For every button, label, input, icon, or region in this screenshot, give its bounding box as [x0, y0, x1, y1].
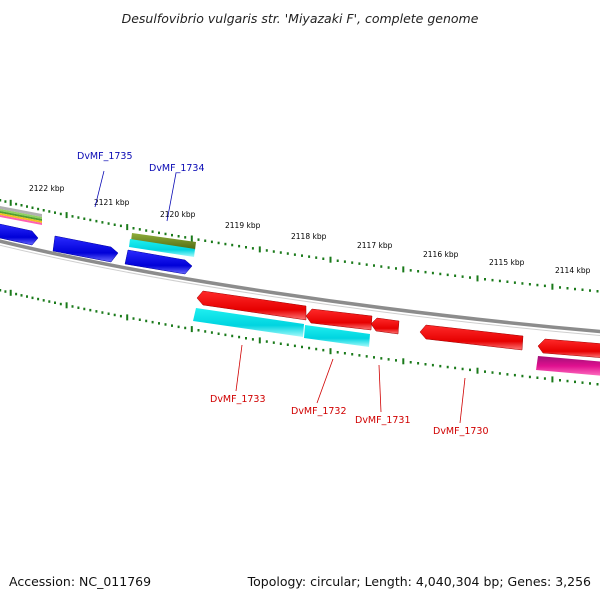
scale-ticks-outer: [0, 199, 599, 293]
scale-ticks-inner: [0, 289, 599, 386]
magenta-feature[interactable]: [536, 356, 600, 376]
feature-stack-left[interactable]: [0, 205, 42, 225]
reverse-genes: [193, 290, 600, 376]
scale-label: 2120 kbp: [160, 210, 196, 219]
gene-label-reverse[interactable]: DvMF_1732: [291, 406, 347, 417]
cds-feature[interactable]: [193, 308, 304, 337]
scale-label: 2119 kbp: [225, 221, 261, 230]
scale-labels: 2122 kbp 2121 kbp 2120 kbp 2119 kbp 2118…: [29, 184, 591, 275]
gene-label-reverse[interactable]: DvMF_1731: [355, 415, 411, 426]
gene-arrow-reverse[interactable]: [370, 317, 400, 335]
map-title: Desulfovibrio vulgaris str. 'Miyazaki F'…: [122, 11, 479, 26]
gene-arrow-reverse[interactable]: [196, 290, 307, 321]
gene-label-leaders: [94, 170, 466, 424]
genome-backbone-inner: [0, 244, 600, 337]
gene-arrow-reverse[interactable]: [537, 338, 600, 358]
scale-label: 2121 kbp: [94, 198, 130, 207]
gene-arrow-forward[interactable]: [0, 223, 39, 246]
gene-arrow-forward[interactable]: [52, 235, 119, 263]
genome-backbone: [0, 239, 600, 334]
scale-label: 2122 kbp: [29, 184, 65, 193]
genome-summary-text: Topology: circular; Length: 4,040,304 bp…: [247, 574, 591, 589]
gene-arrow-forward[interactable]: [124, 249, 193, 275]
gene-label-reverse[interactable]: DvMF_1730: [433, 426, 489, 437]
gene-label-forward[interactable]: DvMF_1734: [149, 163, 205, 174]
gene-label-reverse[interactable]: DvMF_1733: [210, 394, 266, 405]
scale-label: 2114 kbp: [555, 266, 591, 275]
accession-text: Accession: NC_011769: [9, 574, 151, 589]
cds-feature[interactable]: [129, 239, 195, 257]
cds-feature[interactable]: [304, 325, 370, 347]
gene-arrow-reverse[interactable]: [419, 324, 524, 351]
gene-labels: DvMF_1735 DvMF_1734 DvMF_1733 DvMF_1732 …: [77, 151, 489, 437]
scale-label: 2118 kbp: [291, 232, 327, 241]
scale-label: 2115 kbp: [489, 258, 525, 267]
forward-genes: [0, 223, 196, 275]
gene-arrow-reverse[interactable]: [305, 308, 373, 331]
scale-label: 2117 kbp: [357, 241, 393, 250]
scale-label: 2116 kbp: [423, 250, 459, 259]
olive-feature[interactable]: [131, 233, 196, 250]
gene-label-forward[interactable]: DvMF_1735: [77, 151, 133, 162]
